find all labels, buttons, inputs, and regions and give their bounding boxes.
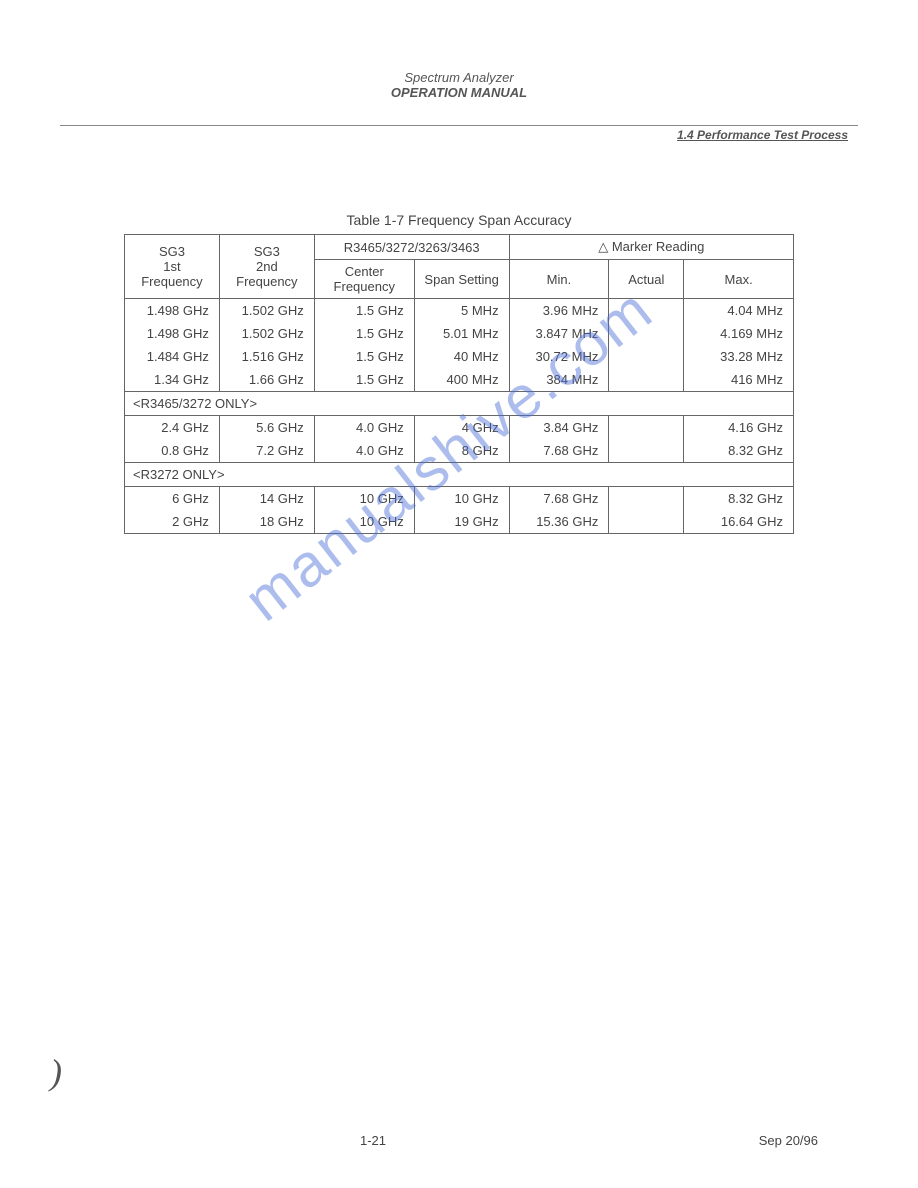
page-number: 1-21 (360, 1133, 386, 1148)
table-row: 1.498 GHz 1.502 GHz 1.5 GHz 5 MHz 3.96 M… (125, 299, 794, 323)
table-row: 1.484 GHz 1.516 GHz 1.5 GHz 40 MHz 30.72… (125, 345, 794, 368)
document-title: Spectrum Analyzer (60, 70, 858, 85)
section-row-r3465-3272: <R3465/3272 ONLY> (125, 392, 794, 416)
table-row: 1.34 GHz 1.66 GHz 1.5 GHz 400 MHz 384 MH… (125, 368, 794, 392)
col-marker: △ Marker Reading (509, 235, 793, 260)
frequency-span-table: SG3 1st Frequency SG3 2nd Frequency R346… (124, 234, 794, 534)
table-row: 0.8 GHz 7.2 GHz 4.0 GHz 8 GHz 7.68 GHz 8… (125, 439, 794, 463)
col-min: Min. (509, 260, 609, 299)
col-span-setting: Span Setting (414, 260, 509, 299)
table-row: 2 GHz 18 GHz 10 GHz 19 GHz 15.36 GHz 16.… (125, 510, 794, 534)
col-max: Max. (684, 260, 794, 299)
section-row-r3272: <R3272 ONLY> (125, 463, 794, 487)
footer-date: Sep 20/96 (759, 1133, 818, 1148)
col-actual: Actual (609, 260, 684, 299)
document-subtitle: OPERATION MANUAL (60, 85, 858, 100)
page-footer: 1-21 Sep 20/96 (60, 1133, 858, 1148)
col-sg3-1st: SG3 1st Frequency (125, 235, 220, 299)
col-center-freq: Center Frequency (314, 260, 414, 299)
table-header-row-1: SG3 1st Frequency SG3 2nd Frequency R346… (125, 235, 794, 260)
header-rule (60, 125, 858, 126)
table-row: 2.4 GHz 5.6 GHz 4.0 GHz 4 GHz 3.84 GHz 4… (125, 416, 794, 440)
table-row: 1.498 GHz 1.502 GHz 1.5 GHz 5.01 MHz 3.8… (125, 322, 794, 345)
section-reference: 1.4 Performance Test Process (60, 128, 858, 142)
col-device: R3465/3272/3263/3463 (314, 235, 509, 260)
document-header: Spectrum Analyzer OPERATION MANUAL (60, 70, 858, 100)
page-curl-mark: ) (50, 1051, 62, 1093)
table-caption: Table 1-7 Frequency Span Accuracy (60, 212, 858, 228)
col-sg3-2nd: SG3 2nd Frequency (219, 235, 314, 299)
table-row: 6 GHz 14 GHz 10 GHz 10 GHz 7.68 GHz 8.32… (125, 487, 794, 511)
